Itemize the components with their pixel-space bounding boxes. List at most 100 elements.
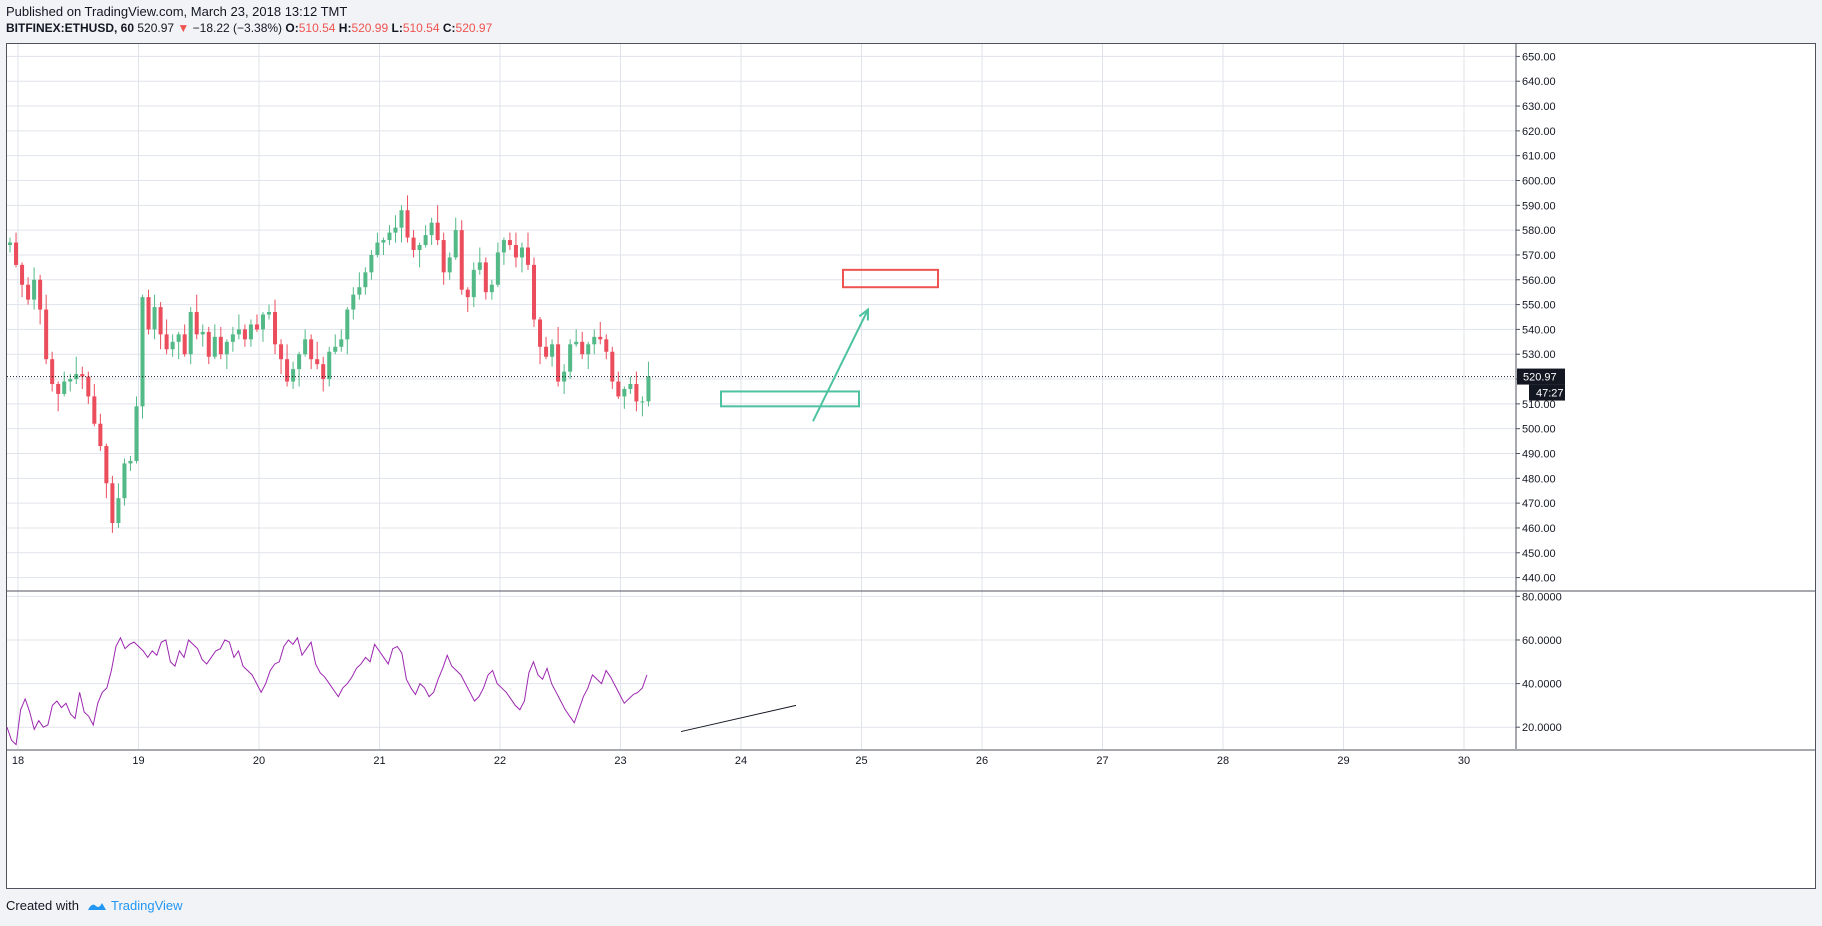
candle-body xyxy=(182,334,187,355)
candle-body xyxy=(339,339,344,347)
candle-body xyxy=(285,359,290,382)
low-label: L: xyxy=(391,21,403,35)
y-tick-label: 500.00 xyxy=(1522,424,1556,436)
published-line: Published on TradingView.com, March 23, … xyxy=(6,4,348,19)
candle-body xyxy=(14,242,19,265)
candle-body xyxy=(604,339,609,352)
candle-body xyxy=(562,371,567,382)
y-tick-label: 580.00 xyxy=(1522,225,1556,237)
candle-body xyxy=(134,406,139,461)
candle-body xyxy=(447,257,452,273)
candle-body xyxy=(260,314,265,330)
candle-body xyxy=(80,374,85,377)
y-tick-label: 650.00 xyxy=(1522,51,1556,63)
candle-body xyxy=(194,312,199,335)
candle-body xyxy=(417,245,422,250)
y-tick-label: 590.00 xyxy=(1522,200,1556,212)
y-tick-label: 550.00 xyxy=(1522,300,1556,312)
candle-body xyxy=(544,346,549,357)
candle-body xyxy=(453,230,458,258)
candle-body xyxy=(200,331,205,335)
down-arrow-icon: ▼ xyxy=(177,21,190,35)
price-chart-svg[interactable]: 18 19 20 21 22 23 24 25 26 27 28 29 30 650.00 640.00 63… xyxy=(7,44,1815,888)
candle-body xyxy=(224,341,229,355)
candle-body xyxy=(519,247,524,258)
candles-group xyxy=(8,195,651,533)
candle-body xyxy=(248,324,253,340)
candle-body xyxy=(568,344,573,372)
rsi-tick-label: 60.0000 xyxy=(1522,635,1562,647)
rsi-tick-label: 40.0000 xyxy=(1522,679,1562,691)
candle-body xyxy=(550,344,555,357)
candle-body xyxy=(176,334,181,342)
rsi-line xyxy=(7,636,648,746)
candle-body xyxy=(146,297,151,330)
candle-body xyxy=(423,235,428,246)
last-price: 520.97 xyxy=(137,21,175,35)
candle-body xyxy=(56,384,61,394)
candle-body xyxy=(357,287,362,295)
candle-body xyxy=(507,240,512,246)
candle-body xyxy=(465,289,470,298)
x-tick-label: 21 xyxy=(373,755,385,767)
candle-body xyxy=(538,319,543,347)
x-tick-label: 20 xyxy=(253,755,265,767)
y-tick-label: 480.00 xyxy=(1522,473,1556,485)
candle-body xyxy=(646,376,651,402)
candle-body xyxy=(616,381,621,397)
candle-body xyxy=(477,262,482,270)
footer: Created with TradingView xyxy=(6,898,183,913)
candle-body xyxy=(309,339,314,360)
candle-body xyxy=(532,264,537,320)
chart-area[interactable]: 18 19 20 21 22 23 24 25 26 27 28 29 30 650.00 640.00 63… xyxy=(6,43,1816,889)
candle-body xyxy=(411,237,416,250)
candle-body xyxy=(92,396,97,424)
x-tick-label: 23 xyxy=(614,755,626,767)
y-tick-label: 570.00 xyxy=(1522,250,1556,262)
candle-body xyxy=(387,232,392,241)
candle-body xyxy=(393,227,398,233)
candle-body xyxy=(164,334,169,350)
y-tick-label: 610.00 xyxy=(1522,151,1556,163)
candle-body xyxy=(315,359,320,365)
candle-body xyxy=(104,446,109,484)
x-tick-label: 28 xyxy=(1217,755,1229,767)
candle-body xyxy=(381,240,386,243)
candle-body xyxy=(345,309,350,340)
candle-body xyxy=(122,463,127,499)
candle-body xyxy=(634,384,639,402)
candle-body xyxy=(68,379,73,382)
candle-body xyxy=(483,262,488,293)
x-tick-label: 19 xyxy=(132,755,144,767)
candle-body xyxy=(26,284,31,300)
candle-body xyxy=(254,324,259,330)
chart-header: Published on TradingView.com, March 23, … xyxy=(6,3,492,37)
candle-body xyxy=(459,230,464,290)
candle-body xyxy=(62,381,67,394)
y-tick-label: 460.00 xyxy=(1522,523,1556,535)
candle-body xyxy=(266,312,272,315)
candle-body xyxy=(170,341,175,350)
candle-body xyxy=(206,331,211,357)
candle-body xyxy=(574,341,579,345)
y-tick-label: 510.00 xyxy=(1522,399,1556,411)
symbol-label[interactable]: BITFINEX:ETHUSD, 60 xyxy=(6,21,135,35)
tradingview-link[interactable]: TradingView xyxy=(87,898,183,913)
candle-body xyxy=(50,359,55,385)
candle-body xyxy=(610,351,615,382)
candle-body xyxy=(405,210,410,238)
tradingview-label: TradingView xyxy=(110,898,183,913)
candle-body xyxy=(44,309,49,360)
y-tick-label: 560.00 xyxy=(1522,275,1556,287)
y-tick-label: 470.00 xyxy=(1522,498,1556,510)
candle-body xyxy=(321,364,326,380)
candle-body xyxy=(628,384,633,389)
candle-body xyxy=(230,334,235,342)
candle-body xyxy=(303,339,308,355)
candle-body xyxy=(429,222,434,236)
candle-body xyxy=(556,344,561,382)
close-value: 520.97 xyxy=(455,21,493,35)
y-tick-label: 600.00 xyxy=(1522,176,1556,188)
candle-body xyxy=(8,242,13,246)
high-label: H: xyxy=(338,21,352,35)
